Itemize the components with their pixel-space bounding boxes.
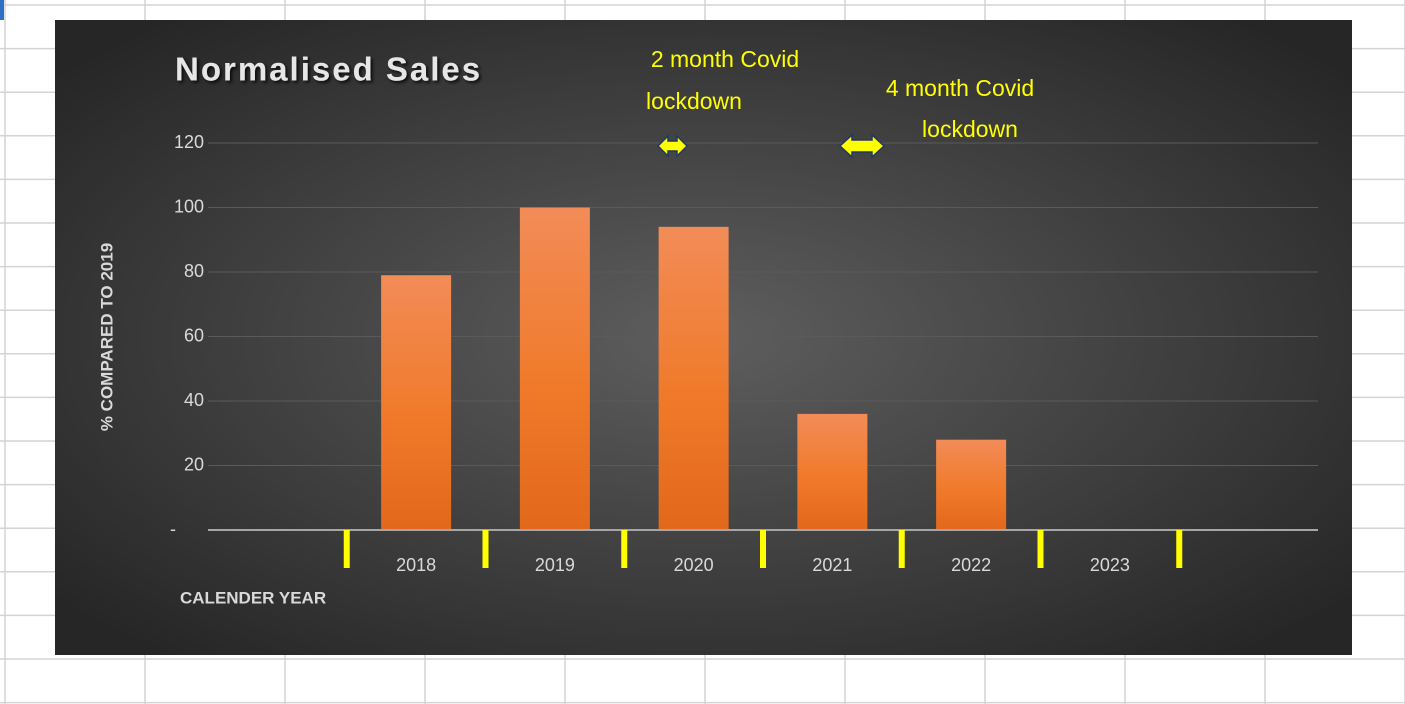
cell-cursor	[0, 0, 4, 20]
x-tick	[1176, 530, 1183, 568]
x-tick	[482, 530, 489, 568]
bar	[658, 226, 729, 530]
x-axis-label: CALENDER YEAR	[180, 588, 326, 607]
x-tick-label: 2022	[951, 555, 991, 575]
chart-title: Normalised Sales	[175, 51, 482, 88]
y-tick-label: 60	[184, 325, 204, 345]
bar	[797, 413, 868, 530]
x-tick	[343, 530, 350, 568]
annotation-line: 2 month Covid	[651, 46, 799, 72]
x-tick	[898, 530, 905, 568]
annotation: 4 month Covid lockdown	[838, 75, 1034, 159]
bar	[381, 275, 452, 530]
x-tick	[621, 530, 628, 568]
x-tick-label: 2019	[535, 555, 575, 575]
y-tick-label: 80	[184, 261, 204, 281]
bar	[519, 207, 590, 530]
x-tick	[1037, 530, 1044, 568]
y-tick-label: 100	[174, 196, 204, 216]
y-tick-label: -	[170, 519, 176, 539]
double-arrow	[838, 133, 886, 159]
x-tick-label: 2021	[812, 555, 852, 575]
double-arrow	[656, 134, 689, 158]
annotation: 2 month Covid lockdown	[646, 46, 799, 158]
y-axis-label: % COMPARED TO 2019	[97, 243, 116, 431]
annotation-line: lockdown	[922, 116, 1018, 142]
y-tick-label: 40	[184, 390, 204, 410]
x-tick-label: 2020	[674, 555, 714, 575]
plot: - 20 40 60 80 100 120 2018 2019 2020 2021 2022 2023	[170, 132, 1318, 575]
x-tick-label: 2018	[396, 555, 436, 575]
annotation-line: lockdown	[646, 88, 742, 114]
y-tick-label: 20	[184, 454, 204, 474]
x-tick	[760, 530, 766, 568]
annotation-line: 4 month Covid	[886, 75, 1034, 101]
bar	[936, 439, 1007, 530]
x-tick-label: 2023	[1090, 555, 1130, 575]
y-tick-label: 120	[174, 132, 204, 152]
